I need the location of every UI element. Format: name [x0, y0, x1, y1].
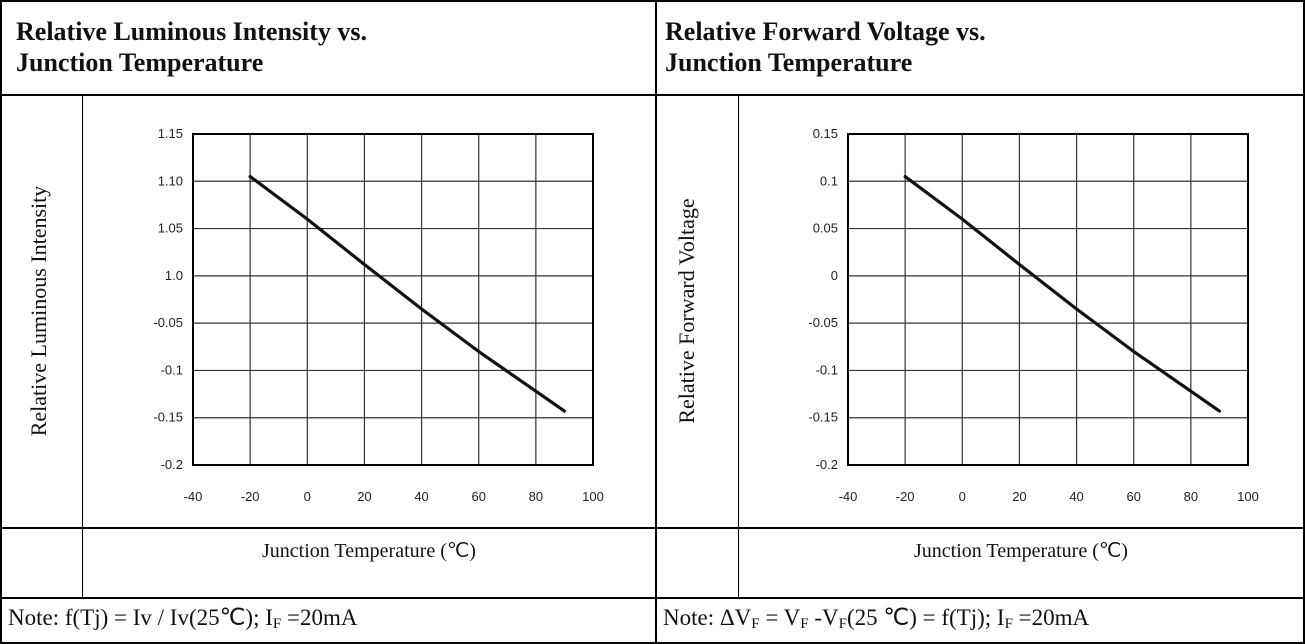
right-note-suffix2: =20mA — [1012, 605, 1090, 630]
series-line — [903, 174, 1222, 413]
left-note-suffix: =20mA — [281, 605, 358, 630]
x-tick-label: -20 — [896, 489, 915, 504]
y-tick-label: 0.15 — [813, 126, 838, 141]
right-note-sub4: F — [1004, 616, 1013, 632]
right-x-axis-title: Junction Temperature (℃) — [914, 540, 1128, 562]
right-y-axis-title: Relative Forward Voltage — [674, 198, 699, 424]
table-border-top — [0, 0, 1305, 2]
y-tick-label: 1.0 — [165, 268, 183, 283]
x-tick-label: 40 — [1069, 489, 1083, 504]
y-tick-label: -0.05 — [808, 315, 838, 330]
left-y-axis-title: Relative Luminous Intensity — [26, 185, 51, 437]
right-note-sub2: F — [800, 616, 809, 632]
y-tick-label: 0.1 — [820, 173, 838, 188]
y-tick-label: -0.2 — [161, 457, 183, 472]
left-note-subscript: F — [272, 616, 282, 632]
label-column-divider-left — [82, 95, 83, 598]
y-tick-label: -0.1 — [816, 362, 838, 377]
x-tick-label: 40 — [414, 489, 428, 504]
y-tick-label: -0.15 — [808, 410, 838, 425]
right-note-prefix: Note: ΔV — [663, 605, 752, 630]
plot-frame — [847, 133, 1249, 466]
right-note-sub1: F — [751, 616, 760, 632]
x-tick-label: 60 — [471, 489, 485, 504]
x-tick-label: -40 — [184, 489, 203, 504]
x-tick-label: 100 — [582, 489, 604, 504]
y-tick-label: 0 — [831, 268, 838, 283]
y-tick-label: 1.15 — [158, 126, 183, 141]
right-note-mid2: -V — [808, 605, 839, 630]
x-tick-label: 60 — [1126, 489, 1140, 504]
table-border-bottom — [0, 642, 1305, 644]
x-tick-label: 20 — [357, 489, 371, 504]
x-tick-label: 100 — [1237, 489, 1259, 504]
x-tick-label: -40 — [839, 489, 858, 504]
row-divider-note — [0, 597, 1305, 599]
left-note-prefix: Note: f(Tj) = Iv / Iv(25℃); I — [8, 605, 273, 630]
left-chart-title: Relative Luminous Intensity vs. Junction… — [16, 17, 368, 77]
x-tick-label: 80 — [1184, 489, 1198, 504]
right-note: Note: ΔVF = VF -VF(25 ℃) = f(Tj); IF =20… — [663, 605, 1089, 633]
right-note-mid1: = V — [759, 605, 801, 630]
left-note: Note: f(Tj) = Iv / Iv(25℃); IF =20mA — [8, 605, 357, 633]
x-tick-label: 20 — [1012, 489, 1026, 504]
right-chart-title: Relative Forward Voltage vs. Junction Te… — [665, 17, 986, 77]
y-tick-label: 1.10 — [158, 173, 183, 188]
right-note-suffix: (25 ℃) = f(Tj); I — [846, 605, 1005, 630]
y-tick-label: -0.05 — [153, 315, 183, 330]
x-tick-label: -20 — [241, 489, 260, 504]
x-tick-label: 80 — [529, 489, 543, 504]
y-tick-label: 0.05 — [813, 221, 838, 236]
y-tick-label: -0.15 — [153, 410, 183, 425]
column-divider — [655, 0, 657, 644]
right-line-chart: 0.15 0.1 0.05 0 -0.05 -0.1 -0.15 -0.2 -40 -20 0 20 4… — [808, 126, 1259, 504]
row-divider-title — [0, 94, 1305, 96]
x-tick-label: 0 — [959, 489, 966, 504]
table-border-left — [0, 0, 2, 644]
label-column-divider-right — [738, 95, 739, 598]
y-tick-label: 1.05 — [158, 221, 183, 236]
right-note-sub3: F — [838, 616, 847, 632]
left-x-axis-title: Junction Temperature (℃) — [262, 540, 476, 562]
y-tick-label: -0.1 — [161, 362, 183, 377]
series-line — [248, 174, 567, 413]
x-tick-label: 0 — [304, 489, 311, 504]
table-border-right — [1303, 0, 1305, 644]
left-line-chart: 1.15 1.10 1.05 1.0 -0.05 -0.1 -0.15 -0.2 -40 -20 0… — [153, 126, 604, 504]
y-tick-label: -0.2 — [816, 457, 838, 472]
plot-frame — [192, 133, 594, 466]
row-divider-chart — [0, 527, 1305, 529]
